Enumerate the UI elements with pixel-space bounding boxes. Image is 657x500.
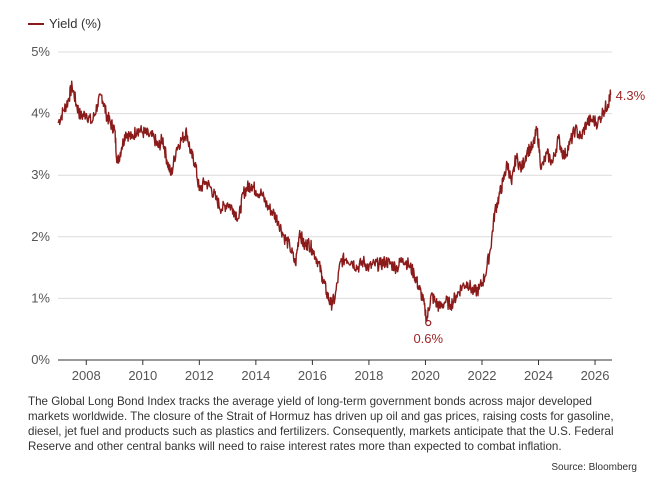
y-tick-label: 1% <box>31 290 50 305</box>
legend-label: Yield (%) <box>49 16 102 31</box>
x-tick-label: 2022 <box>468 368 497 383</box>
x-tick-label: 2010 <box>128 368 157 383</box>
x-tick-label: 2018 <box>354 368 383 383</box>
legend-swatch <box>28 22 44 25</box>
y-tick-label: 2% <box>31 229 50 244</box>
annotation-low-marker <box>425 319 432 327</box>
x-tick-label: 2008 <box>72 368 101 383</box>
x-tick-label: 2016 <box>298 368 327 383</box>
y-tick-label: 5% <box>31 44 50 59</box>
x-tick-label: 2012 <box>185 368 214 383</box>
y-tick-label: 0% <box>31 352 50 367</box>
x-tick-label: 2026 <box>581 368 610 383</box>
x-tick-label: 2014 <box>241 368 270 383</box>
chart-legend: Yield (%) <box>28 16 101 31</box>
source-note: Source: Bloomberg <box>551 462 637 473</box>
y-tick-label: 4% <box>31 106 50 121</box>
annotation-end-label: 4.3% <box>616 88 646 103</box>
chart-caption: The Global Long Bond Index tracks the av… <box>28 395 614 453</box>
annotation-low-label: 0.6% <box>413 331 443 346</box>
series-line <box>57 80 612 323</box>
x-tick-label: 2020 <box>411 368 440 383</box>
x-tick-label: 2024 <box>524 368 553 383</box>
y-tick-label: 3% <box>31 167 50 182</box>
yield-line-chart: 0% 1% 2% 3% 4% 5% 2008 2010 2012 2014 2016 2018 2020… <box>31 44 646 383</box>
